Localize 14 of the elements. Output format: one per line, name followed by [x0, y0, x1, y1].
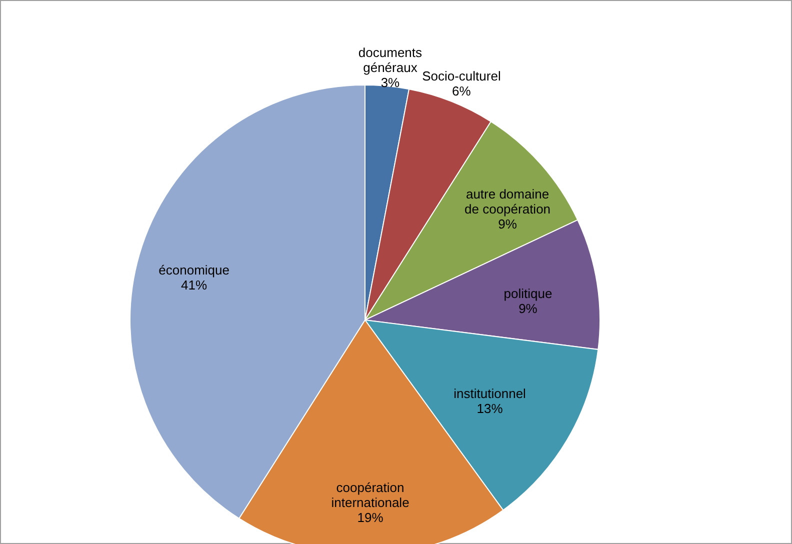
slice-label: autre domaine de coopération: [464, 186, 551, 216]
slice-label: coopération internationale: [331, 480, 410, 510]
slice-label: politique: [504, 286, 552, 302]
data-label: 41%: [181, 277, 208, 292]
data-label: 6%: [452, 83, 472, 98]
slice-label: Socio-culturel: [422, 68, 501, 84]
slice-label: institutionnel: [454, 386, 526, 401]
data-label: 19%: [357, 510, 384, 525]
data-label: 3%: [380, 75, 400, 90]
slice-label: économique: [158, 262, 230, 278]
slice-label: documents généraux: [358, 45, 423, 76]
data-label: 13%: [476, 400, 504, 416]
data-label: 9%: [498, 216, 518, 232]
data-label: 9%: [518, 301, 538, 316]
